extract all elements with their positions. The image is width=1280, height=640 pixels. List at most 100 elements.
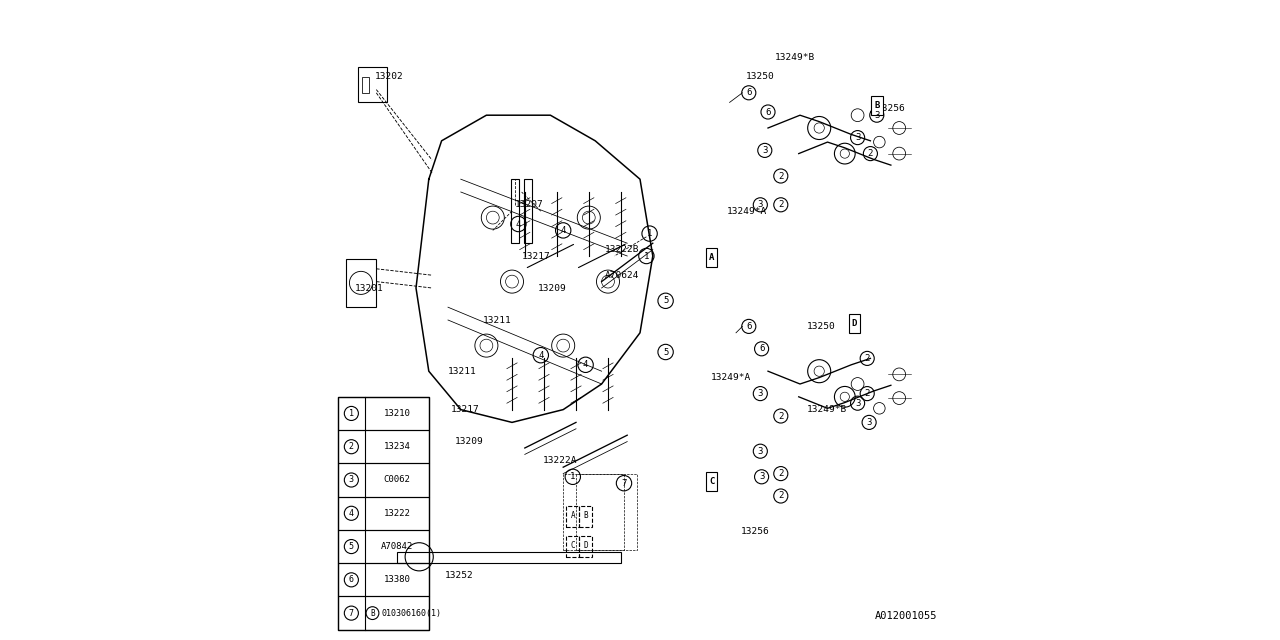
- Text: C0062: C0062: [384, 476, 410, 484]
- Text: 13201: 13201: [356, 284, 384, 292]
- Text: 13249*B: 13249*B: [806, 405, 846, 414]
- Bar: [338, 596, 429, 630]
- Text: A012001055: A012001055: [876, 611, 937, 621]
- Text: 4: 4: [349, 509, 353, 518]
- Text: 13207: 13207: [516, 200, 544, 209]
- Text: 6: 6: [746, 322, 751, 331]
- Text: 13234: 13234: [384, 442, 410, 451]
- Text: 3: 3: [758, 389, 763, 398]
- Text: 3: 3: [855, 399, 860, 408]
- Text: 1: 1: [349, 409, 353, 418]
- Bar: [563, 474, 625, 550]
- Text: A: A: [571, 511, 575, 520]
- Text: 2: 2: [778, 172, 783, 180]
- Text: 010306160(1): 010306160(1): [381, 609, 442, 618]
- Bar: [358, 67, 387, 102]
- Text: 6: 6: [765, 108, 771, 116]
- Bar: [576, 474, 637, 550]
- Bar: [397, 552, 621, 563]
- Text: D: D: [584, 541, 588, 550]
- Text: 13252: 13252: [445, 572, 474, 580]
- Bar: [338, 397, 429, 430]
- Text: A70842: A70842: [380, 542, 413, 551]
- Text: 1: 1: [646, 229, 653, 238]
- Text: 13211: 13211: [484, 316, 512, 324]
- Text: 7: 7: [621, 479, 627, 488]
- Text: 3: 3: [349, 476, 353, 484]
- Text: 13249*A: 13249*A: [710, 373, 750, 382]
- Bar: [580, 506, 591, 527]
- Bar: [525, 179, 532, 243]
- Text: C: C: [571, 541, 575, 550]
- Text: 4: 4: [561, 226, 566, 235]
- Text: 4: 4: [538, 351, 544, 360]
- Text: 6: 6: [759, 344, 764, 353]
- Text: 4: 4: [516, 220, 521, 228]
- Text: 7: 7: [349, 609, 353, 618]
- Text: 4: 4: [582, 360, 589, 369]
- Text: 2: 2: [778, 200, 783, 209]
- Bar: [566, 536, 580, 557]
- Text: 13217: 13217: [452, 405, 480, 414]
- Bar: [362, 77, 370, 93]
- Bar: [346, 259, 376, 307]
- Text: A70624: A70624: [604, 271, 639, 280]
- Text: 5: 5: [663, 296, 668, 305]
- Text: 13209: 13209: [538, 284, 566, 292]
- Text: 3: 3: [758, 200, 763, 209]
- Text: 3: 3: [758, 447, 763, 456]
- Text: 3: 3: [759, 472, 764, 481]
- Bar: [338, 430, 429, 463]
- Bar: [870, 96, 883, 115]
- Text: 5: 5: [663, 348, 668, 356]
- Bar: [512, 179, 520, 243]
- Text: 2: 2: [868, 149, 873, 158]
- Text: 13249*B: 13249*B: [774, 53, 814, 62]
- Bar: [707, 472, 717, 491]
- Text: 13222A: 13222A: [543, 456, 577, 465]
- Text: 2: 2: [864, 354, 870, 363]
- Text: 2: 2: [778, 469, 783, 478]
- Text: 5: 5: [349, 542, 353, 551]
- Text: 13256: 13256: [877, 104, 905, 113]
- Text: B: B: [370, 609, 375, 618]
- Bar: [707, 248, 717, 267]
- Text: A: A: [709, 253, 714, 262]
- Text: 6: 6: [746, 88, 751, 97]
- Bar: [338, 497, 429, 530]
- Text: 13222B: 13222B: [604, 245, 639, 254]
- Text: 13222: 13222: [384, 509, 410, 518]
- FancyArrowPatch shape: [527, 244, 573, 268]
- Text: 2: 2: [778, 412, 783, 420]
- Bar: [849, 314, 860, 333]
- Text: 13209: 13209: [454, 437, 483, 446]
- Bar: [338, 397, 429, 630]
- Bar: [580, 536, 591, 557]
- Text: 13249*A: 13249*A: [727, 207, 767, 216]
- Text: 3: 3: [855, 133, 860, 142]
- Text: C: C: [709, 477, 714, 486]
- Bar: [338, 530, 429, 563]
- Text: 13202: 13202: [374, 72, 403, 81]
- Text: 3: 3: [762, 146, 768, 155]
- Text: 13210: 13210: [384, 409, 410, 418]
- Text: 1: 1: [644, 252, 649, 260]
- Text: 13250: 13250: [806, 322, 835, 331]
- Text: 13380: 13380: [384, 575, 410, 584]
- Text: 3: 3: [874, 111, 879, 120]
- Text: 13211: 13211: [448, 367, 476, 376]
- Text: 6: 6: [349, 575, 353, 584]
- Bar: [566, 506, 580, 527]
- Text: 2: 2: [864, 389, 870, 398]
- Text: B: B: [584, 511, 588, 520]
- Text: 13256: 13256: [741, 527, 769, 536]
- Text: 2: 2: [778, 492, 783, 500]
- Bar: [338, 463, 429, 497]
- Text: 13250: 13250: [745, 72, 774, 81]
- Text: 1: 1: [570, 472, 576, 481]
- Text: 2: 2: [349, 442, 353, 451]
- Text: D: D: [851, 319, 858, 328]
- Bar: [338, 563, 429, 596]
- Text: 3: 3: [867, 418, 872, 427]
- Text: B: B: [874, 101, 879, 110]
